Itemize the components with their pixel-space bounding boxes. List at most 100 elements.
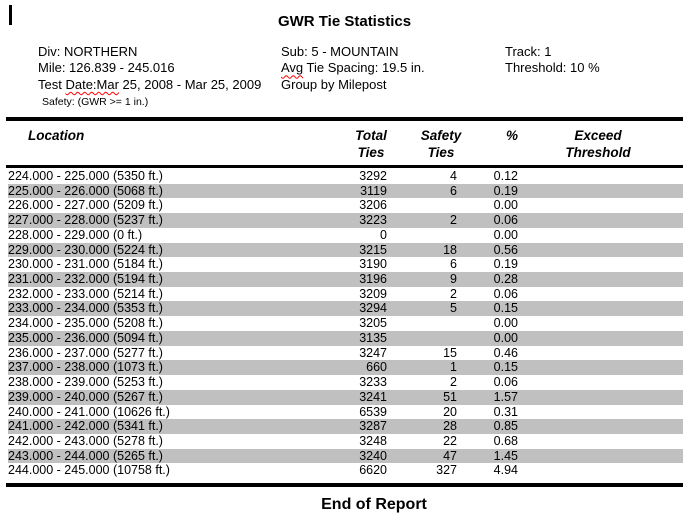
table-row: 233.000 - 234.000 (5353 ft.) 3294 5 0.15 [8, 301, 683, 317]
cell-exceed-threshold [518, 375, 683, 390]
table-row: 230.000 - 231.000 (5184 ft.) 3190 6 0.19 [8, 257, 683, 272]
cell-location: 243.000 - 244.000 (5265 ft.) [8, 448, 163, 463]
cell-location: 234.000 - 235.000 (5208 ft.) [8, 316, 163, 331]
table-row: 236.000 - 237.000 (5277 ft.) 3247 15 0.4… [8, 346, 683, 361]
cell-total-ties: 660 [366, 360, 387, 375]
cell-exceed-threshold [518, 287, 683, 302]
cell-location: 225.000 - 226.000 (5068 ft.) [8, 183, 163, 198]
cell-exceed-threshold [518, 463, 683, 478]
cell-percent: 0.31 [493, 404, 518, 419]
cell-safety-ties: 18 [443, 242, 457, 257]
column-header-location: Location [28, 128, 85, 143]
cell-total-ties: 3248 [359, 433, 387, 448]
cell-safety-ties: 2 [450, 213, 457, 228]
table-row: 240.000 - 241.000 (10626 ft.) 6539 20 0.… [8, 405, 683, 420]
cell-exceed-threshold [518, 360, 683, 375]
table-row: 238.000 - 239.000 (5253 ft.) 3233 2 0.06 [8, 375, 683, 390]
cell-location: 244.000 - 245.000 (10758 ft.) [8, 463, 170, 478]
cell-location: 228.000 - 229.000 (0 ft.) [8, 227, 143, 242]
cell-total-ties: 3119 [360, 183, 387, 198]
column-header-total-ties: Total Ties [355, 128, 387, 161]
table-header-rule [6, 165, 683, 168]
table-bottom-rule [6, 483, 683, 487]
cell-exceed-threshold [518, 301, 683, 316]
table-row: 235.000 - 236.000 (5094 ft.) 3135 0.00 [8, 330, 683, 346]
cell-percent: 0.15 [493, 360, 518, 375]
table-row: 227.000 - 228.000 (5237 ft.) 3223 2 0.06 [8, 213, 683, 228]
cell-location: 232.000 - 233.000 (5214 ft.) [8, 286, 163, 301]
table-row: 231.000 - 232.000 (5194 ft.) 3196 9 0.28 [8, 272, 683, 287]
cell-percent: 0.06 [493, 375, 518, 390]
cell-total-ties: 3135 [359, 330, 387, 345]
cell-total-ties: 3294 [359, 301, 387, 316]
cell-location: 227.000 - 228.000 (5237 ft.) [8, 213, 163, 228]
cell-percent: 0.06 [493, 286, 518, 301]
cell-total-ties: 3196 [359, 272, 387, 287]
cell-total-ties: 0 [380, 227, 387, 242]
cell-total-ties: 3287 [359, 419, 387, 434]
report-title: GWR Tie Statistics [277, 13, 412, 30]
cell-percent: 0.28 [493, 272, 518, 287]
cell-total-ties: 6620 [359, 463, 387, 478]
cell-percent: 0.15 [493, 301, 518, 316]
group-by-line: Group by Milepost [281, 76, 387, 92]
cell-exceed-threshold [518, 213, 683, 228]
column-header-exceed-line2: Threshold [565, 144, 631, 160]
report-info-middle: Sub: 5 - MOUNTAIN Avg Tie Spacing: 19.5 … [281, 44, 425, 93]
cell-total-ties: 3223 [359, 213, 387, 228]
cell-location: 236.000 - 237.000 (5277 ft.) [8, 345, 163, 360]
column-header-exceed-threshold: Exceed Threshold [565, 128, 630, 161]
cell-location: 241.000 - 242.000 (5341 ft.) [8, 419, 163, 434]
test-date-prefix: Test [38, 76, 66, 92]
cell-location: 239.000 - 240.000 (5267 ft.) [8, 389, 163, 404]
column-header-safety-line1: Safety [420, 128, 462, 143]
column-header-safety-line2: Ties [427, 144, 455, 160]
table-row: 228.000 - 229.000 (0 ft.) 0 0.00 [8, 228, 683, 243]
cell-location: 230.000 - 231.000 (5184 ft.) [8, 257, 163, 272]
report-info-left: Div: NORTHERN Mile: 126.839 - 245.016 Te… [38, 44, 261, 109]
cell-exceed-threshold [518, 434, 683, 449]
track-line: Track: 1 [505, 44, 552, 59]
avg-tie-spacing-suffix: Tie Spacing: 19.5 in. [303, 60, 425, 76]
cell-safety-ties: 22 [443, 433, 457, 448]
cell-location: 242.000 - 243.000 (5278 ft.) [8, 433, 163, 448]
cell-exceed-threshold [518, 449, 683, 464]
cell-location: 224.000 - 225.000 (5350 ft.) [8, 169, 163, 183]
cell-percent: 0.19 [493, 257, 518, 272]
table-body: 224.000 - 225.000 (5350 ft.) 3292 4 0.12… [8, 169, 683, 478]
table-row: 226.000 - 227.000 (5209 ft.) 3206 0.00 [8, 198, 683, 213]
cell-total-ties: 3206 [359, 198, 387, 213]
cell-total-ties: 3240 [359, 448, 387, 463]
cell-total-ties: 3215 [359, 242, 387, 257]
end-of-report-label: End of Report [321, 496, 427, 513]
cell-safety-ties [387, 316, 457, 331]
cell-safety-ties: 2 [450, 286, 457, 301]
text-cursor [9, 5, 12, 25]
cell-safety-ties: 51 [443, 389, 457, 404]
cell-exceed-threshold [518, 169, 683, 184]
cell-location: 226.000 - 227.000 (5209 ft.) [8, 198, 163, 213]
cell-safety-ties: 6 [450, 257, 457, 272]
cell-location: 233.000 - 234.000 (5353 ft.) [8, 301, 163, 316]
cell-location: 229.000 - 230.000 (5224 ft.) [8, 242, 163, 257]
cell-location: 240.000 - 241.000 (10626 ft.) [8, 404, 170, 419]
cell-total-ties: 3247 [359, 345, 387, 360]
column-header-exceed-line1: Exceed [574, 128, 622, 143]
table-row: 242.000 - 243.000 (5278 ft.) 3248 22 0.6… [8, 434, 683, 449]
cell-total-ties: 6539 [359, 404, 387, 419]
cell-total-ties: 3190 [359, 257, 387, 272]
cell-percent: 0.12 [493, 169, 518, 183]
table-row: 244.000 - 245.000 (10758 ft.) 6620 327 4… [8, 463, 683, 478]
cell-exceed-threshold [518, 198, 683, 213]
cell-safety-ties: 20 [443, 404, 457, 419]
division-line: Div: NORTHERN [38, 44, 138, 59]
column-header-total-line1: Total [355, 128, 387, 143]
table-row: 243.000 - 244.000 (5265 ft.) 3240 47 1.4… [8, 448, 683, 464]
cell-safety-ties: 28 [443, 419, 457, 434]
cell-percent: 4.94 [493, 463, 518, 478]
cell-location: 237.000 - 238.000 (1073 ft.) [8, 360, 163, 375]
cell-exceed-threshold [518, 228, 683, 243]
cell-percent: 0.85 [493, 419, 518, 434]
table-row: 232.000 - 233.000 (5214 ft.) 3209 2 0.06 [8, 287, 683, 302]
cell-percent: 1.57 [493, 389, 518, 404]
